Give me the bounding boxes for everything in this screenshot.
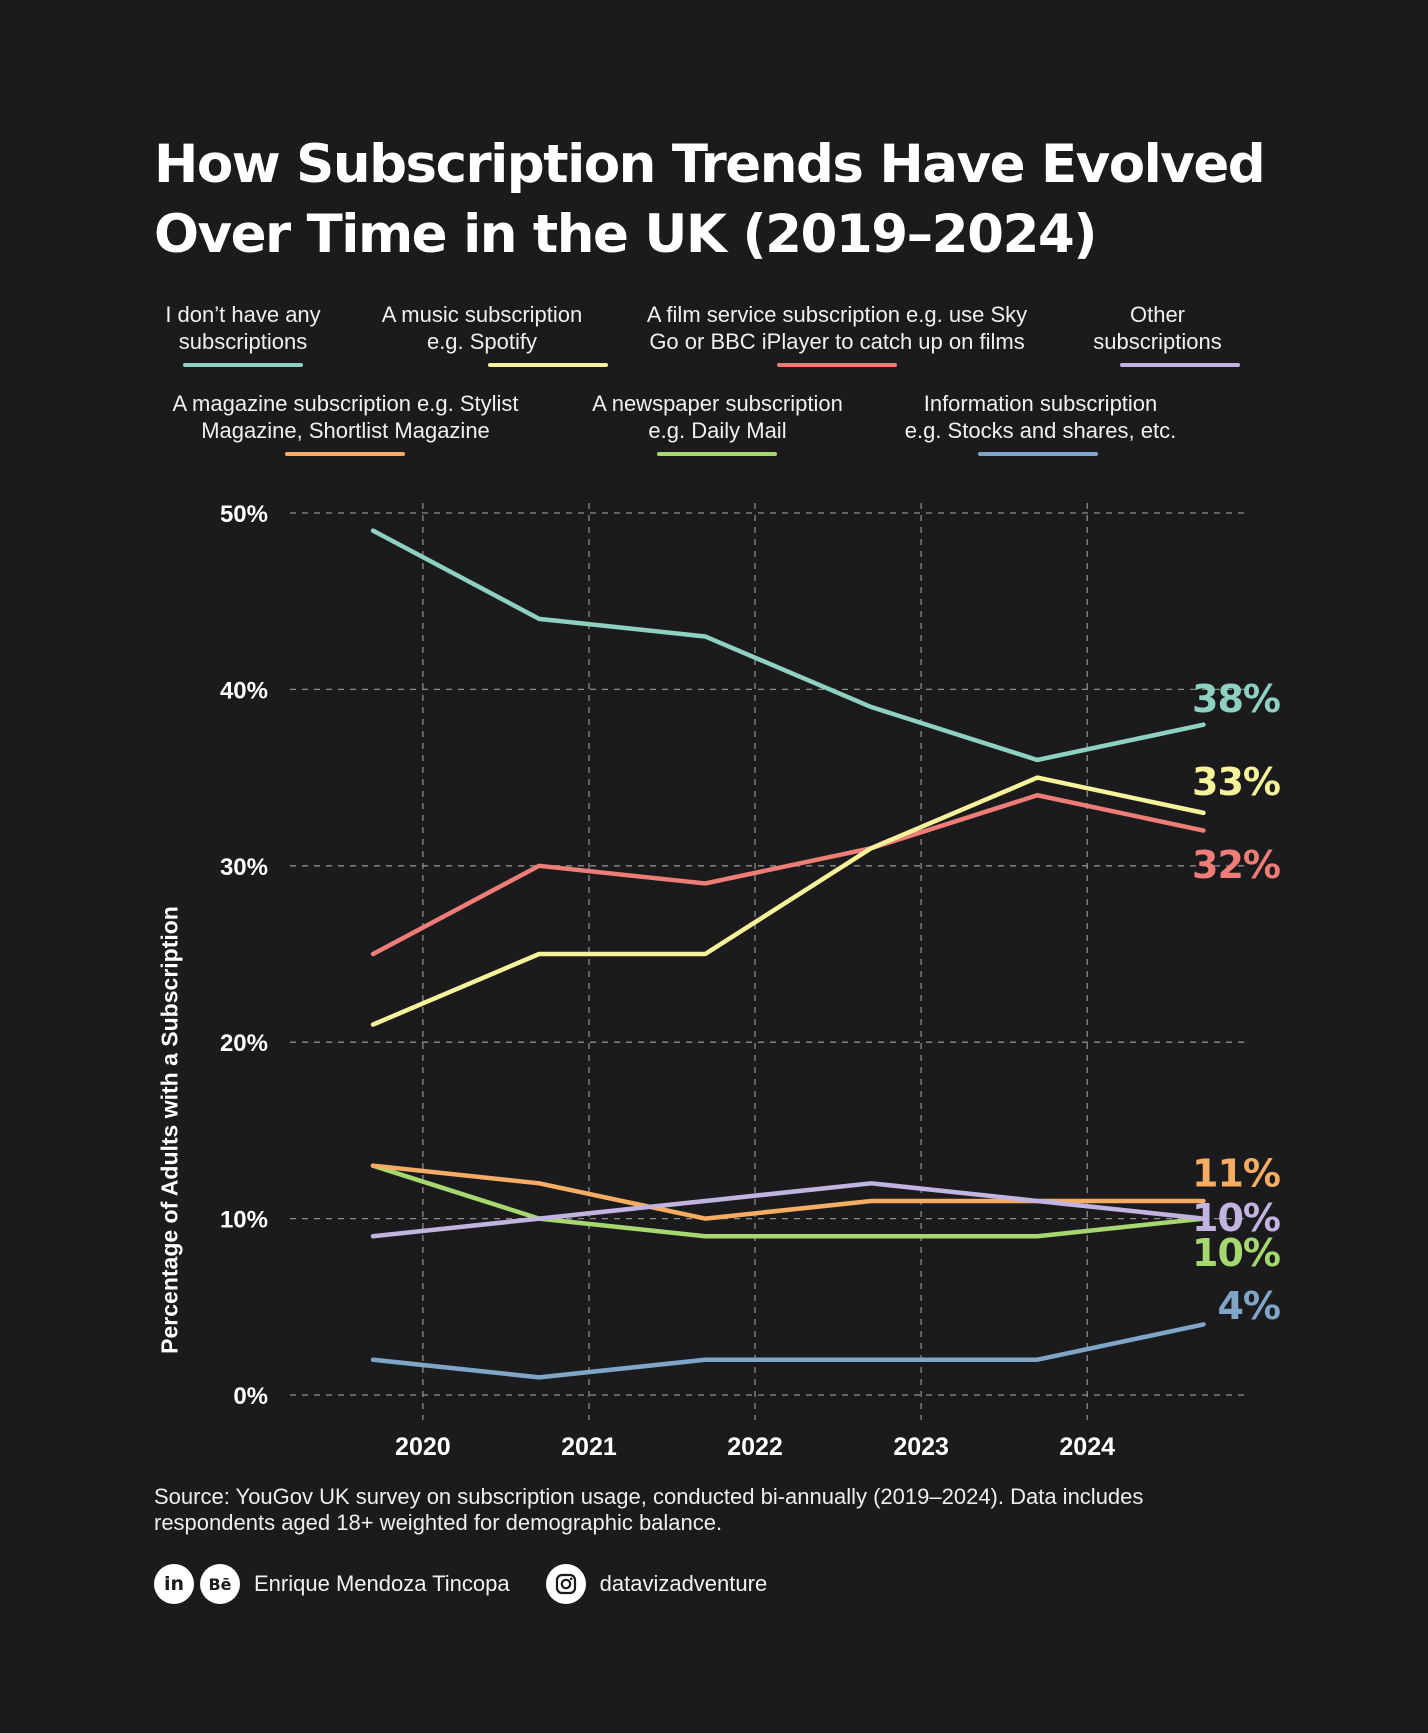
legend-item-music: A music subscription e.g. Spotify — [362, 301, 608, 367]
legend-label: e.g. Spotify — [426, 329, 538, 354]
title-line-2: Over Time in the UK (2019–2024) — [154, 204, 1097, 265]
x-tick-label: 2021 — [561, 1433, 617, 1461]
line-chart: 0% 10% 20% 30% 40% 50% 2020 2021 2022 2023 2024 3… — [220, 501, 1281, 1461]
series-lines — [370, 528, 1206, 1380]
legend-item-newspaper: A newspaper subscription e.g. Daily Mail — [570, 390, 865, 456]
y-tick-label: 50% — [220, 501, 268, 528]
legend-swatch — [183, 363, 303, 367]
x-tick-label: 2022 — [727, 1433, 783, 1461]
instagram-handle: datavizadventure — [599, 1571, 768, 1596]
series-line — [370, 792, 1206, 957]
series-end-label: 38% — [1192, 677, 1280, 721]
y-tick-label: 30% — [220, 854, 268, 881]
title-line-1: How Subscription Trends Have Evolved — [154, 134, 1266, 195]
legend-label: subscriptions — [178, 329, 308, 354]
y-tick-label: 40% — [220, 677, 268, 704]
author-name: Enrique Mendoza Tincopa — [254, 1571, 510, 1596]
series-line — [370, 1163, 1206, 1221]
source-line-1: Source: YouGov UK survey on subscription… — [154, 1484, 1144, 1509]
behance-icon[interactable]: Bē — [200, 1564, 240, 1604]
legend-label: I don’t have any — [165, 302, 321, 327]
legend-item-information: Information subscription e.g. Stocks and… — [888, 390, 1193, 456]
series-line — [370, 1163, 1206, 1239]
legend-swatch — [488, 363, 608, 367]
end-labels: 38%33%32%10%11%10%4% — [1192, 677, 1281, 1328]
legend-label: subscriptions — [1093, 329, 1222, 354]
legend-item-film: A film service subscription e.g. use Sky… — [622, 301, 1052, 367]
legend-label: Go or BBC iPlayer to catch up on films — [649, 329, 1025, 354]
series-line — [370, 1181, 1206, 1239]
legend-item-other: Other subscriptions — [1075, 301, 1240, 367]
footer: in Bē Enrique Mendoza Tincopa datavizadv… — [154, 1562, 767, 1606]
legend-swatch — [777, 363, 897, 367]
legend-label: Magazine, Shortlist Magazine — [201, 418, 490, 443]
legend-label: e.g. Stocks and shares, etc. — [904, 418, 1177, 443]
y-tick-label: 10% — [220, 1207, 268, 1234]
legend-swatch — [1120, 363, 1240, 367]
source-line-2: respondents aged 18+ weighted for demogr… — [154, 1510, 723, 1535]
series-line — [370, 775, 1206, 1027]
legend-label: A newspaper subscription — [592, 391, 843, 416]
series-end-label: 4% — [1217, 1284, 1280, 1328]
y-tick-label: 20% — [220, 1030, 268, 1057]
x-tick-label: 2020 — [395, 1433, 451, 1461]
linkedin-icon[interactable]: in — [154, 1564, 194, 1604]
y-axis-title-text: Percentage of Adults with a Subscription — [156, 906, 183, 1354]
legend-item-magazine: A magazine subscription e.g. Stylist Mag… — [148, 390, 543, 456]
series-line — [370, 528, 1206, 763]
source-note: Source: YouGov UK survey on subscription… — [154, 1484, 1284, 1536]
series-end-label: 10% — [1192, 1196, 1280, 1240]
legend-label: e.g. Daily Mail — [648, 418, 787, 443]
legend-swatch — [285, 452, 405, 456]
legend-label: Information subscription — [923, 391, 1158, 416]
series-end-label: 32% — [1192, 843, 1280, 887]
chart-title: How Subscription Trends Have Evolved Ove… — [154, 130, 1304, 270]
gridlines — [290, 503, 1245, 1420]
legend-label: A magazine subscription e.g. Stylist — [172, 391, 519, 416]
instagram-glyph — [555, 1573, 576, 1595]
y-axis-ticks: 0% 10% 20% 30% 40% 50% — [220, 501, 268, 1410]
behance-glyph: Bē — [208, 1574, 232, 1594]
series-end-label: 33% — [1192, 760, 1280, 804]
legend-label: A film service subscription e.g. use Sky — [646, 302, 1028, 327]
legend-label: Other — [1129, 302, 1186, 327]
legend-label: A music subscription — [381, 302, 583, 327]
x-axis-ticks: 2020 2021 2022 2023 2024 — [395, 1433, 1115, 1461]
legend-swatch — [657, 452, 777, 456]
legend-item-no-subscriptions: I don’t have any subscriptions — [148, 301, 338, 367]
x-tick-label: 2023 — [893, 1433, 949, 1461]
series-line — [370, 1322, 1206, 1380]
legend-swatch — [978, 452, 1098, 456]
linkedin-glyph: in — [163, 1573, 185, 1595]
series-end-label: 11% — [1192, 1152, 1280, 1196]
series-end-label: 10% — [1192, 1231, 1280, 1275]
y-tick-label: 0% — [233, 1383, 268, 1410]
instagram-icon[interactable] — [545, 1564, 586, 1604]
x-tick-label: 2024 — [1059, 1433, 1115, 1461]
